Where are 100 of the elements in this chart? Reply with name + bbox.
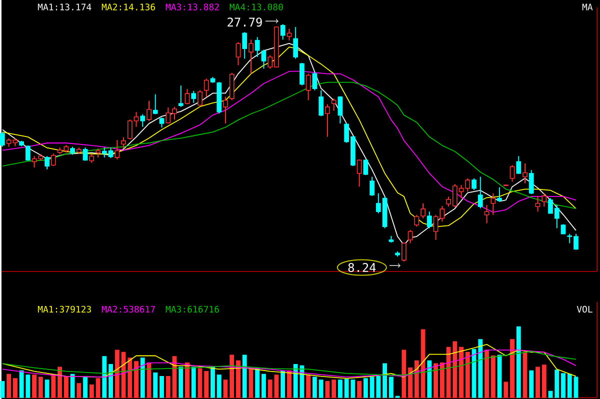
candlestick (50, 152, 56, 167)
candlestick (293, 26, 298, 60)
bar (312, 376, 317, 398)
bar (548, 390, 553, 398)
bar (382, 363, 388, 398)
candlestick (497, 186, 502, 202)
bar (114, 350, 120, 398)
bar (357, 380, 362, 398)
bar (497, 354, 502, 398)
candlestick (146, 100, 152, 122)
candlestick (82, 146, 88, 162)
bar (459, 346, 464, 398)
bar (325, 380, 330, 398)
bar (38, 376, 43, 398)
bar (6, 374, 12, 398)
bar (363, 378, 368, 398)
bar (216, 374, 222, 398)
bar (12, 378, 18, 398)
bar (529, 370, 534, 398)
bar (567, 374, 572, 398)
bar (388, 376, 394, 398)
text: MA1:379123 (38, 306, 91, 313)
candlestick (223, 96, 228, 124)
bar (484, 350, 489, 398)
bar (574, 376, 578, 398)
bar (255, 368, 260, 398)
bar (198, 368, 202, 398)
candlestick (528, 170, 534, 195)
bar (58, 366, 62, 398)
bar (408, 368, 413, 398)
candlestick (560, 224, 566, 234)
candlestick (356, 158, 362, 188)
candlestick (25, 144, 30, 162)
bar (248, 368, 254, 398)
bar (236, 360, 240, 398)
candlestick (152, 94, 158, 115)
bar (178, 366, 184, 398)
candlestick (159, 117, 164, 128)
text: MA2:538617 (102, 306, 155, 313)
candlestick (363, 158, 368, 176)
bar (402, 350, 406, 398)
candlestick (236, 42, 241, 66)
candlestick (426, 211, 432, 229)
bar (191, 366, 196, 398)
bar (32, 374, 37, 398)
bar (490, 355, 496, 398)
text: MA4:13.080 (230, 4, 283, 10)
bar (287, 370, 292, 398)
candlestick (325, 104, 330, 138)
candlestick (522, 162, 528, 184)
candlestick (490, 192, 496, 216)
candlestick (478, 176, 483, 209)
bar (64, 376, 68, 398)
candlestick (184, 88, 190, 105)
candlestick (114, 140, 120, 160)
bar (210, 366, 215, 398)
candlestick (178, 85, 184, 108)
candlestick (280, 24, 286, 40)
bar (70, 374, 75, 398)
bar (280, 370, 286, 398)
candlestick (140, 114, 146, 128)
text: 8.24 (348, 263, 376, 272)
text: MA1:13.174 (38, 4, 92, 10)
bar (536, 366, 540, 398)
text: MA3:13.882 (166, 4, 219, 10)
bar (440, 362, 444, 398)
bar (0, 380, 5, 398)
candlestick (331, 98, 336, 112)
bar (561, 373, 566, 398)
candlestick (542, 192, 547, 208)
bar (338, 380, 342, 398)
bar (332, 380, 336, 398)
bar (108, 364, 113, 398)
candlestick (370, 176, 374, 196)
candlestick (408, 229, 413, 244)
text: MA3:616716 (166, 306, 219, 313)
bar (542, 364, 546, 398)
bar (204, 371, 209, 398)
bar (76, 383, 82, 398)
bar (51, 374, 56, 398)
bar (96, 378, 100, 398)
candlestick (535, 195, 540, 212)
candlestick (261, 49, 266, 70)
bar (166, 376, 170, 398)
candlestick (306, 73, 311, 101)
bar (516, 326, 521, 398)
bar (160, 376, 164, 398)
bar (434, 363, 438, 398)
candlestick (121, 136, 126, 149)
bar (420, 329, 426, 398)
candlestick (472, 178, 476, 190)
candlestick (300, 62, 304, 86)
bar (554, 370, 560, 398)
bar (223, 380, 228, 398)
candlestick (198, 90, 202, 106)
bar (510, 339, 514, 398)
bar (262, 374, 266, 398)
candlestick (254, 36, 260, 58)
candlestick (0, 131, 5, 148)
bar (89, 384, 94, 398)
